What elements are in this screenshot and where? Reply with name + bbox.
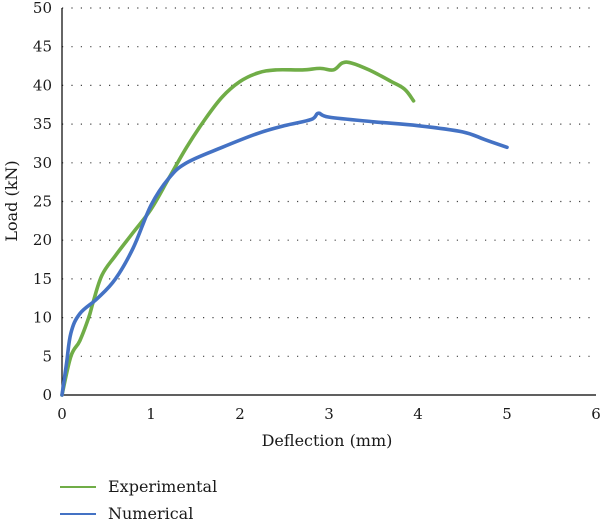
y-tick-labels: 0 5 10 15 20 25 30 35 40 45 50	[33, 0, 52, 404]
grid-lines	[62, 7, 596, 357]
y-tick-label: 0	[42, 386, 52, 404]
axes	[61, 8, 596, 396]
x-tick-label: 0	[57, 405, 67, 423]
series-lines	[60, 60, 509, 397]
x-tick-label: 4	[413, 405, 423, 423]
x-tick-label: 2	[235, 405, 245, 423]
x-tick-label: 3	[324, 405, 334, 423]
y-tick-label: 20	[33, 231, 52, 249]
y-tick-label: 35	[33, 115, 52, 133]
y-tick-label: 40	[33, 76, 52, 94]
x-axis-title: Deflection (mm)	[262, 431, 393, 450]
y-tick-label: 45	[33, 38, 52, 56]
x-tick-label: 5	[502, 405, 512, 423]
y-tick-label: 30	[33, 154, 52, 172]
y-axis-title: Load (kN)	[2, 160, 21, 241]
series-line-numerical	[60, 111, 509, 397]
x-tick-labels: 0 1 2 3 4 5 6	[57, 405, 600, 423]
series-line-experimental	[60, 60, 416, 397]
y-tick-label: 5	[42, 347, 52, 365]
legend-label-numerical: Numerical	[108, 504, 193, 519]
y-tick-label: 50	[33, 0, 52, 17]
legend-label-experimental: Experimental	[108, 477, 217, 496]
y-tick-label: 15	[33, 270, 52, 288]
x-tick-label: 1	[146, 405, 156, 423]
y-tick-label: 10	[33, 309, 52, 327]
y-tick-label: 25	[33, 193, 52, 211]
x-tick-label: 6	[591, 405, 600, 423]
legend: Experimental Numerical	[60, 477, 217, 519]
